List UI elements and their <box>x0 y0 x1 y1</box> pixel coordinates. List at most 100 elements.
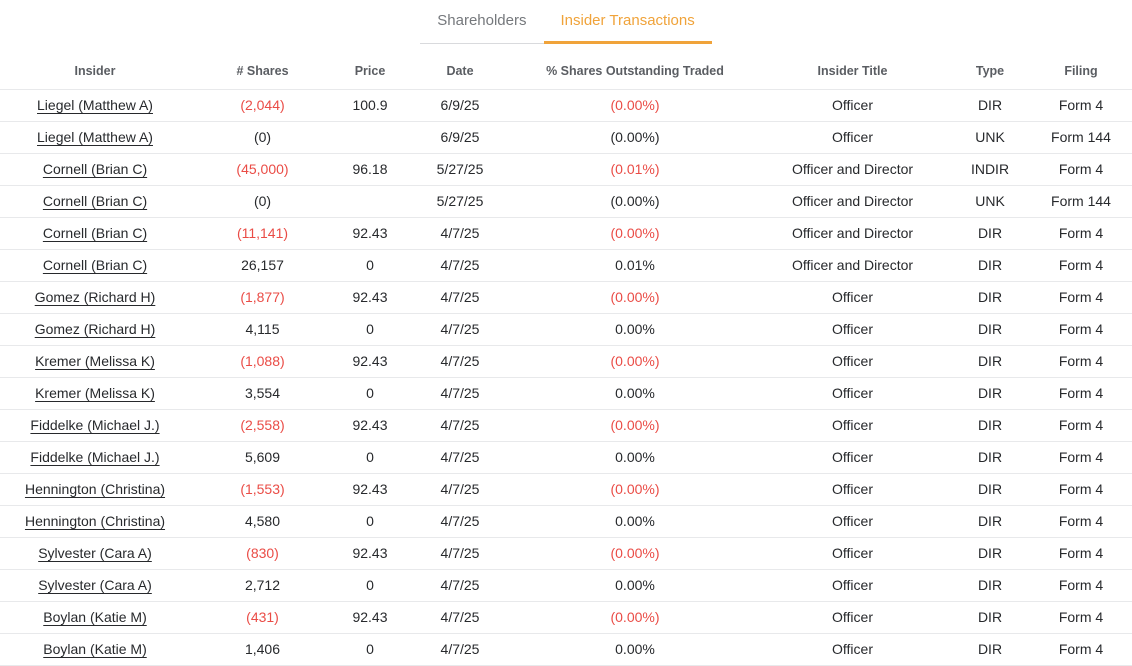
insider-link[interactable]: Fiddelke (Michael J.) <box>30 449 160 465</box>
table-row: Cornell (Brian C) (11,141) 92.43 4/7/25 … <box>0 217 1132 250</box>
type-cell: DIR <box>950 569 1030 602</box>
price-cell: 0 <box>335 377 405 410</box>
col-header-date: Date <box>405 44 515 90</box>
type-cell: DIR <box>950 249 1030 282</box>
insider-cell: Fiddelke (Michael J.) <box>0 409 190 442</box>
table-row: Cornell (Brian C) (0) 5/27/25 (0.00%) Of… <box>0 185 1132 218</box>
price-cell: 92.43 <box>335 281 405 314</box>
table-row: Hennington (Christina) (1,553) 92.43 4/7… <box>0 473 1132 506</box>
insider-link[interactable]: Liegel (Matthew A) <box>37 129 153 145</box>
insider-title-cell: Officer <box>755 89 950 122</box>
table-row: Sylvester (Cara A) 2,712 0 4/7/25 0.00% … <box>0 569 1132 602</box>
filing-cell: Form 4 <box>1030 473 1132 506</box>
insider-link[interactable]: Gomez (Richard H) <box>34 321 156 337</box>
pct-outstanding-cell: (0.00%) <box>515 185 755 218</box>
type-cell: INDIR <box>950 153 1030 186</box>
insider-cell: Cornell (Brian C) <box>0 153 190 186</box>
insider-link[interactable]: Hennington (Christina) <box>24 481 166 497</box>
price-cell: 92.43 <box>335 601 405 634</box>
date-cell: 6/9/25 <box>405 121 515 154</box>
filing-cell: Form 4 <box>1030 377 1132 410</box>
insider-link[interactable]: Cornell (Brian C) <box>42 225 148 241</box>
pct-outstanding-cell: 0.00% <box>515 569 755 602</box>
insider-cell: Boylan (Katie M) <box>0 633 190 666</box>
insider-link[interactable]: Hennington (Christina) <box>24 513 166 529</box>
shares-cell: (1,877) <box>190 281 335 314</box>
insider-title-cell: Officer and Director <box>755 153 950 186</box>
insider-link[interactable]: Boylan (Katie M) <box>43 641 147 657</box>
pct-outstanding-cell: (0.00%) <box>515 601 755 634</box>
shares-cell: (45,000) <box>190 153 335 186</box>
filing-cell: Form 4 <box>1030 409 1132 442</box>
type-cell: DIR <box>950 473 1030 506</box>
table-row: Cornell (Brian C) 26,157 0 4/7/25 0.01% … <box>0 249 1132 282</box>
filing-cell: Form 144 <box>1030 185 1132 218</box>
col-header-filing: Filing <box>1030 44 1132 90</box>
insider-link[interactable]: Sylvester (Cara A) <box>38 545 152 561</box>
filing-cell: Form 4 <box>1030 601 1132 634</box>
price-cell: 0 <box>335 441 405 474</box>
insider-link[interactable]: Gomez (Richard H) <box>34 289 156 305</box>
filing-cell: Form 4 <box>1030 217 1132 250</box>
shares-cell: (830) <box>190 537 335 570</box>
date-cell: 4/7/25 <box>405 249 515 282</box>
insider-title-cell: Officer <box>755 121 950 154</box>
insider-link[interactable]: Cornell (Brian C) <box>42 257 148 273</box>
pct-outstanding-cell: 0.01% <box>515 249 755 282</box>
insider-title-cell: Officer <box>755 441 950 474</box>
filing-cell: Form 4 <box>1030 89 1132 122</box>
filing-cell: Form 144 <box>1030 121 1132 154</box>
table-row: Cornell (Brian C) (45,000) 96.18 5/27/25… <box>0 153 1132 186</box>
type-cell: DIR <box>950 281 1030 314</box>
insider-cell: Hennington (Christina) <box>0 473 190 506</box>
insider-cell: Cornell (Brian C) <box>0 185 190 218</box>
table-row: Liegel (Matthew A) (0) 6/9/25 (0.00%) Of… <box>0 121 1132 154</box>
tab-shareholders[interactable]: Shareholders <box>420 0 544 44</box>
date-cell: 4/7/25 <box>405 537 515 570</box>
insider-cell: Cornell (Brian C) <box>0 249 190 282</box>
insider-cell: Kremer (Melissa K) <box>0 377 190 410</box>
insider-link[interactable]: Boylan (Katie M) <box>43 609 147 625</box>
filing-cell: Form 4 <box>1030 441 1132 474</box>
insider-title-cell: Officer <box>755 601 950 634</box>
insider-title-cell: Officer <box>755 505 950 538</box>
pct-outstanding-cell: 0.00% <box>515 313 755 346</box>
table-row: Gomez (Richard H) 4,115 0 4/7/25 0.00% O… <box>0 313 1132 346</box>
tab-insider-transactions[interactable]: Insider Transactions <box>543 0 712 44</box>
price-cell: 92.43 <box>335 345 405 378</box>
table-row: Sylvester (Cara A) (830) 92.43 4/7/25 (0… <box>0 537 1132 570</box>
type-cell: DIR <box>950 409 1030 442</box>
filing-cell: Form 4 <box>1030 345 1132 378</box>
price-cell: 100.9 <box>335 89 405 122</box>
insider-title-cell: Officer and Director <box>755 217 950 250</box>
date-cell: 4/7/25 <box>405 217 515 250</box>
type-cell: DIR <box>950 313 1030 346</box>
insider-link[interactable]: Fiddelke (Michael J.) <box>30 417 160 433</box>
shares-cell: 4,580 <box>190 505 335 538</box>
price-cell <box>335 185 405 218</box>
price-cell: 92.43 <box>335 217 405 250</box>
insider-cell: Boylan (Katie M) <box>0 601 190 634</box>
insider-link[interactable]: Kremer (Melissa K) <box>35 353 155 369</box>
price-cell: 0 <box>335 633 405 666</box>
insider-link[interactable]: Liegel (Matthew A) <box>37 97 153 113</box>
insider-link[interactable]: Cornell (Brian C) <box>42 161 148 177</box>
price-cell <box>335 121 405 154</box>
date-cell: 5/27/25 <box>405 185 515 218</box>
insider-transactions-table: Insider # Shares Price Date % Shares Out… <box>0 44 1132 666</box>
type-cell: UNK <box>950 185 1030 218</box>
insider-cell: Hennington (Christina) <box>0 505 190 538</box>
type-cell: DIR <box>950 505 1030 538</box>
col-header-price: Price <box>335 44 405 90</box>
insider-link[interactable]: Sylvester (Cara A) <box>38 577 152 593</box>
filing-cell: Form 4 <box>1030 249 1132 282</box>
type-cell: DIR <box>950 89 1030 122</box>
insider-link[interactable]: Cornell (Brian C) <box>42 193 148 209</box>
shares-cell: (11,141) <box>190 217 335 250</box>
insider-link[interactable]: Kremer (Melissa K) <box>35 385 155 401</box>
date-cell: 4/7/25 <box>405 345 515 378</box>
table-row: Kremer (Melissa K) (1,088) 92.43 4/7/25 … <box>0 345 1132 378</box>
date-cell: 4/7/25 <box>405 409 515 442</box>
shares-cell: (1,553) <box>190 473 335 506</box>
